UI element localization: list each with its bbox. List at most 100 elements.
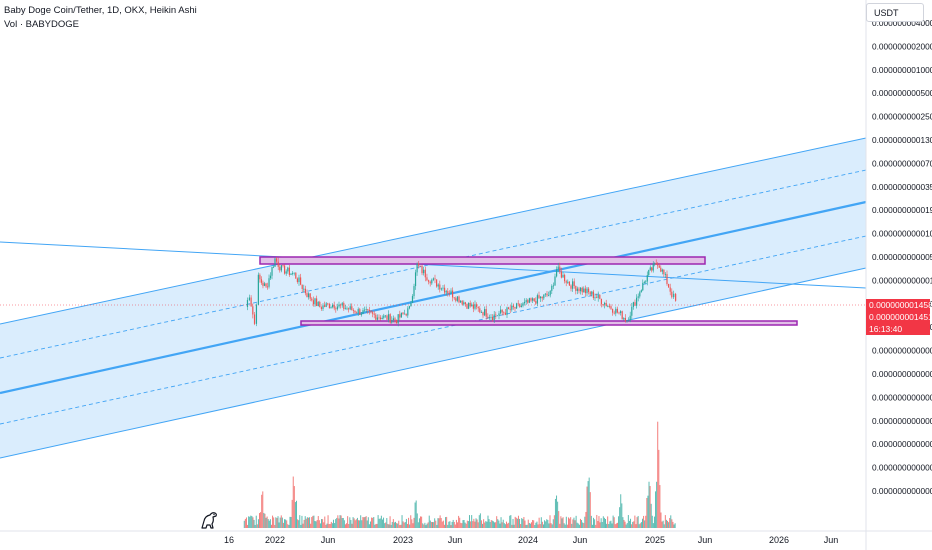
candle-body bbox=[246, 300, 249, 308]
volume-bar bbox=[513, 524, 515, 528]
candle-body bbox=[260, 279, 263, 283]
volume-bar bbox=[501, 522, 503, 528]
candle-body bbox=[287, 267, 289, 272]
volume-bar bbox=[487, 515, 489, 528]
volume-bar bbox=[622, 517, 624, 528]
volume-bar bbox=[630, 518, 632, 528]
volume-bar bbox=[415, 500, 417, 528]
candle-body bbox=[336, 306, 338, 310]
candle-body bbox=[551, 285, 553, 291]
volume-bar bbox=[390, 524, 392, 528]
candle-body bbox=[511, 305, 513, 310]
volume-bar bbox=[371, 517, 373, 528]
candle-body bbox=[503, 312, 505, 314]
symbol-title[interactable]: Baby Doge Coin/Tether, 1D, OKX, Heikin A… bbox=[4, 5, 197, 16]
candle-body bbox=[408, 306, 410, 309]
volume-bar bbox=[358, 520, 360, 528]
candle-body bbox=[554, 276, 556, 286]
resistance-rectangle[interactable] bbox=[259, 256, 706, 265]
volume-bar bbox=[529, 523, 531, 528]
candle-body bbox=[560, 271, 562, 278]
last-price-tag: 0.000000001458 bbox=[866, 299, 932, 311]
volume-bar bbox=[510, 515, 512, 528]
candle-body bbox=[400, 312, 402, 318]
volume-bar bbox=[556, 495, 558, 528]
candle-body bbox=[464, 302, 466, 305]
candle-body bbox=[442, 287, 444, 289]
candle-body bbox=[445, 291, 447, 293]
volume-bar bbox=[657, 421, 659, 528]
y-tick-label: 0.000000004000000 bbox=[872, 18, 932, 28]
candle-body bbox=[455, 298, 457, 301]
volume-bar bbox=[443, 524, 445, 528]
candle-body bbox=[253, 314, 256, 324]
channel-mid-line[interactable] bbox=[0, 200, 867, 395]
volume-bar bbox=[619, 507, 621, 528]
volume-bar bbox=[538, 517, 540, 528]
volume-bar bbox=[511, 524, 513, 528]
volume-bar bbox=[565, 516, 567, 528]
candle-body bbox=[360, 314, 362, 315]
candle-body bbox=[440, 288, 442, 290]
volume-bar bbox=[640, 522, 642, 528]
candle-body bbox=[602, 304, 604, 305]
volume-bar bbox=[436, 524, 438, 528]
volume-bar bbox=[417, 522, 419, 528]
y-tick-label: 0.000000000035000 bbox=[872, 182, 932, 192]
support-rectangle[interactable] bbox=[300, 320, 798, 326]
currency-selector[interactable]: USDT bbox=[866, 3, 924, 22]
candle-body bbox=[556, 269, 558, 277]
candle-body bbox=[629, 315, 631, 321]
candle-body bbox=[295, 272, 297, 279]
candle-body bbox=[276, 258, 278, 262]
volume-bar bbox=[451, 521, 453, 528]
volume-bar bbox=[264, 513, 266, 528]
volume-bar bbox=[311, 517, 313, 528]
candle-body bbox=[657, 264, 659, 266]
candle-body bbox=[263, 283, 266, 286]
volume-bar bbox=[572, 519, 574, 528]
channel-lower-line[interactable] bbox=[0, 267, 867, 459]
volume-bar bbox=[560, 516, 562, 528]
y-tick-label: 0.000000001000000 bbox=[872, 65, 932, 75]
volume-bar bbox=[615, 523, 617, 528]
trend-line[interactable] bbox=[0, 241, 867, 289]
candle-body bbox=[404, 313, 406, 315]
volume-bar bbox=[521, 518, 523, 528]
volume-bar bbox=[310, 523, 312, 528]
volume-bar bbox=[669, 518, 671, 528]
volume-indicator-label[interactable]: Vol · BABYDOGE bbox=[4, 19, 79, 30]
volume-bar bbox=[645, 515, 647, 528]
volume-bar bbox=[650, 503, 652, 528]
price-axis[interactable]: 0.000000004000000 0.000000002000000 0.0000… bbox=[872, 18, 932, 496]
volume-bar bbox=[660, 512, 662, 528]
candle-body bbox=[546, 293, 548, 296]
volume-bar bbox=[314, 521, 316, 528]
volume-bar bbox=[428, 515, 430, 528]
volume-bar bbox=[346, 523, 348, 528]
tradingview-dino-icon[interactable] bbox=[198, 508, 220, 530]
candle-body bbox=[324, 305, 326, 307]
volume-bar bbox=[549, 515, 551, 528]
volume-bar bbox=[433, 522, 435, 528]
x-tick-label: Jun bbox=[448, 535, 463, 545]
candle-body bbox=[487, 316, 489, 318]
countdown-tag: 16:13:40 bbox=[866, 323, 930, 335]
channel-upper-line[interactable] bbox=[0, 137, 867, 325]
volume-bar bbox=[254, 524, 256, 528]
volume-bar bbox=[266, 516, 268, 528]
volume-bar bbox=[412, 523, 414, 528]
candle-body bbox=[413, 286, 415, 297]
volume-bar bbox=[653, 516, 655, 528]
volume-bar bbox=[584, 516, 586, 528]
candle-body bbox=[466, 304, 468, 309]
time-axis[interactable]: 16 2022 Jun 2023 Jun 2024 Jun 2025 Jun 2026 Jun bbox=[224, 535, 838, 545]
volume-bar bbox=[591, 524, 593, 528]
volume-bar bbox=[256, 524, 258, 528]
volume-bar bbox=[533, 520, 535, 528]
candle-body bbox=[381, 317, 383, 320]
volume-bar bbox=[598, 516, 600, 528]
y-tick-label: 0.000000000000002 bbox=[872, 486, 932, 496]
volume-bar bbox=[625, 524, 627, 528]
